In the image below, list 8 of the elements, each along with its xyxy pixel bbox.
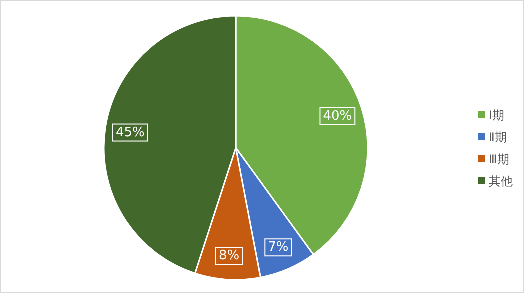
data-label: 7% [268,240,289,256]
legend-label: Ⅱ期 [489,130,507,144]
data-label: 8% [218,248,240,264]
data-label: 45% [116,125,145,140]
legend-label: 其他 [489,174,513,188]
data-label: 40% [323,108,352,124]
legend-label: Ⅲ期 [489,152,510,166]
legend-label: Ⅰ期 [489,108,505,122]
